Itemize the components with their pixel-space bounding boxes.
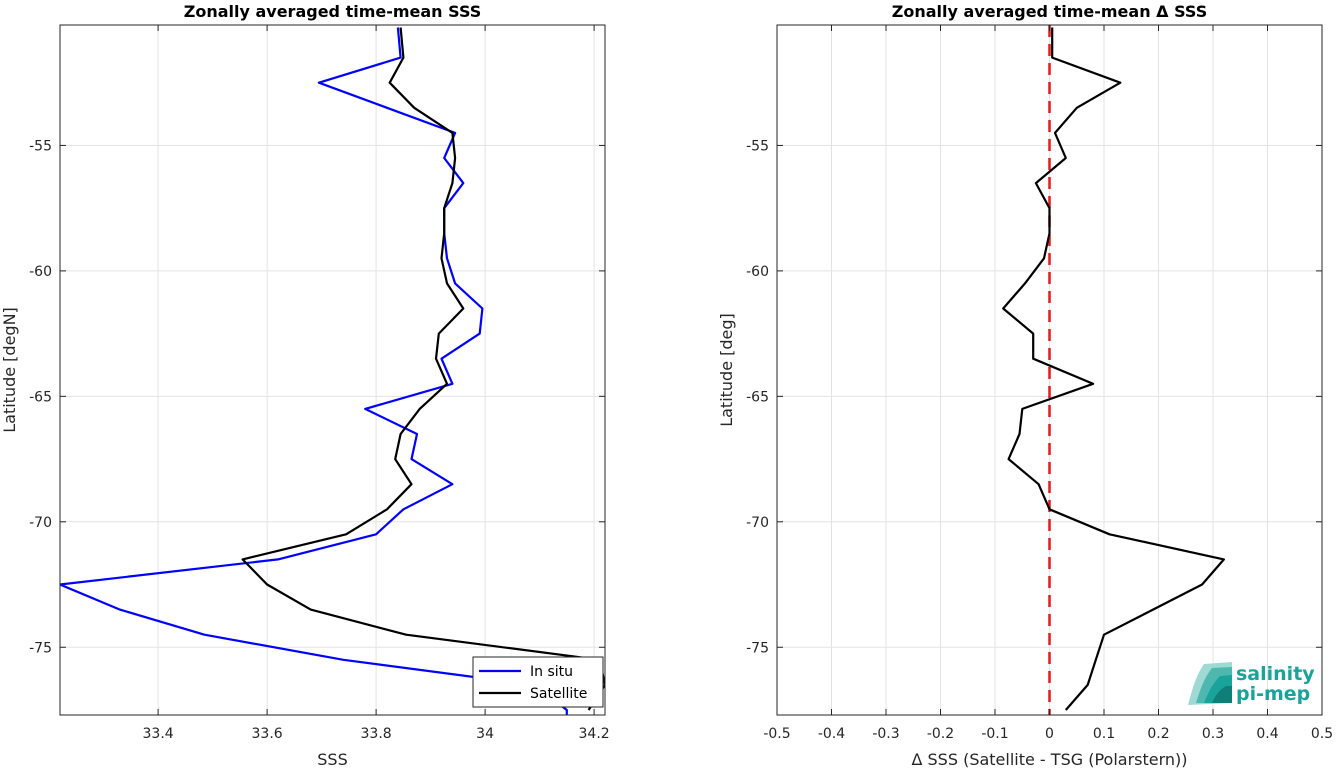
logo-line1: salinity: [1236, 663, 1315, 685]
salinity-pi-mep-logo: salinity pi-mep: [1188, 662, 1315, 705]
sss-panel: 33.4 33.6 33.8 34 34.2 -75 -70 -65 -60 -55 Zonally…: [0, 2, 610, 769]
x-tick-label: -0.3: [872, 726, 899, 742]
y-tick-label: -60: [746, 264, 769, 280]
x-tick-label: 0: [1045, 726, 1054, 742]
legend-label-in-situ: In situ: [530, 664, 573, 680]
x-tick-label: 33.8: [361, 726, 392, 742]
x-tick-label: 0.1: [1093, 726, 1115, 742]
x-tick-label: 34: [476, 726, 494, 742]
x-tick-label: -0.4: [818, 726, 845, 742]
x-tick-label: -0.1: [981, 726, 1008, 742]
y-tick-label: -75: [746, 640, 769, 656]
y-tick-label: -70: [29, 515, 52, 531]
x-tick-label: 33.6: [252, 726, 283, 742]
y-axis-label: Latitude [deg]: [717, 313, 736, 427]
y-tick-label: -65: [29, 389, 52, 405]
logo-line2: pi-mep: [1236, 683, 1310, 705]
legend-box: [472, 656, 604, 708]
series-in-situ-line: [60, 27, 568, 715]
legend: In situ Satellite: [472, 656, 604, 708]
x-tick-label: 0.3: [1202, 726, 1224, 742]
delta-sss-panel: -0.5 -0.4 -0.3 -0.2 -0.1 0 0.1 0.2 0.3 0.4 0.5 -75 -…: [717, 2, 1333, 769]
y-tick-label: -70: [746, 515, 769, 531]
x-tick-label: 0.2: [1147, 726, 1169, 742]
series-satellite-line: [241, 27, 605, 711]
legend-label-satellite: Satellite: [530, 686, 587, 702]
y-tick-label: -55: [29, 138, 52, 154]
x-tick-label: 0.5: [1311, 726, 1333, 742]
x-axis-label: SSS: [317, 750, 347, 769]
x-tick-label: 34.2: [579, 726, 610, 742]
axes-frame: [59, 24, 606, 716]
x-axis-label: Δ SSS (Satellite - TSG (Polarstern)): [911, 750, 1187, 769]
logo-emblem-icon: [1188, 662, 1232, 705]
y-tick-label: -65: [746, 389, 769, 405]
x-tick-label: -0.5: [763, 726, 790, 742]
y-tick-label: -60: [29, 264, 52, 280]
y-tick-label: -75: [29, 640, 52, 656]
chart-title: Zonally averaged time-mean Δ SSS: [892, 2, 1208, 21]
x-tick-label: -0.2: [927, 726, 954, 742]
plot-area: [60, 25, 605, 715]
y-tick-label: -55: [746, 138, 769, 154]
y-axis-label: Latitude [degN]: [0, 307, 19, 433]
x-tick-label: 0.4: [1256, 726, 1278, 742]
series-delta-sss-line: [1002, 27, 1226, 711]
x-tick-label: 33.4: [143, 726, 174, 742]
chart-title: Zonally averaged time-mean SSS: [184, 2, 482, 21]
